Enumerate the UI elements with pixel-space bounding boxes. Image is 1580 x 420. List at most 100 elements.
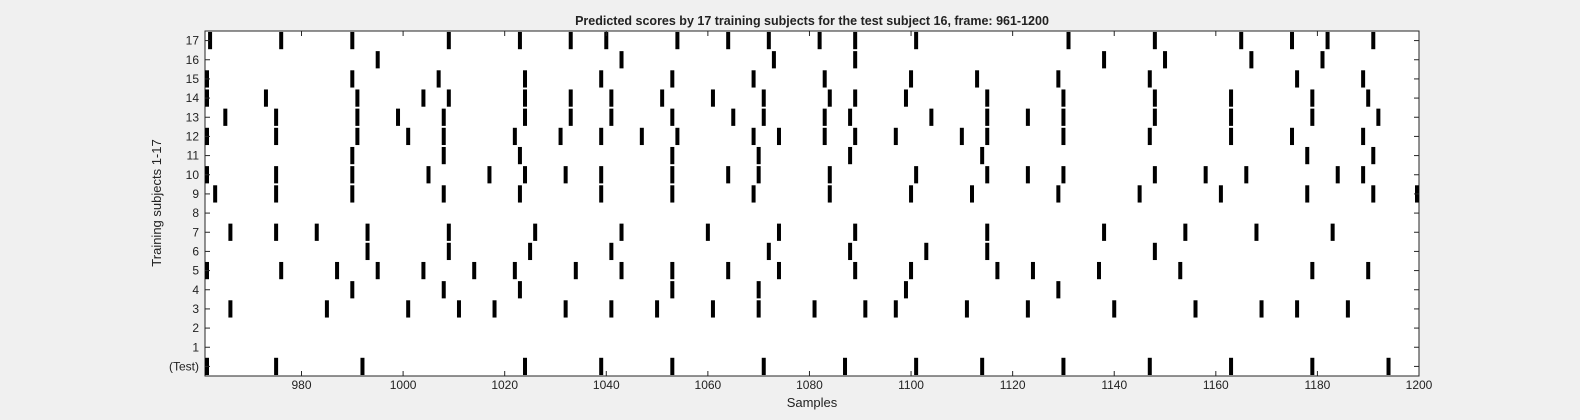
event-marker-row-3 (406, 300, 411, 318)
event-marker-row-5 (853, 261, 858, 280)
event-marker-row-12 (893, 127, 898, 146)
event-marker-row-10 (274, 166, 279, 184)
event-marker-row-4 (670, 281, 675, 299)
event-marker-row-5 (995, 261, 1000, 280)
event-marker-row-6 (924, 242, 929, 261)
event-marker-row-9 (827, 185, 832, 203)
event-markers (205, 31, 1419, 376)
event-marker-row-14 (263, 89, 268, 107)
event-marker-row-3 (812, 300, 817, 318)
event-marker-row-13 (223, 108, 228, 126)
event-marker-row-7 (705, 223, 710, 241)
y-tick-label: 7 (192, 225, 199, 239)
event-marker-row-15 (1056, 70, 1061, 88)
event-marker-row-11 (670, 146, 675, 165)
y-tick-label: 2 (192, 321, 199, 335)
event-marker-row-4 (350, 281, 355, 299)
event-marker-row-0 (1386, 357, 1391, 376)
event-marker-row-10 (1061, 166, 1066, 184)
event-marker-row-3 (1259, 300, 1264, 318)
event-marker-row-13 (929, 108, 934, 126)
event-marker-row-9 (1137, 185, 1142, 203)
event-marker-row-5 (909, 261, 914, 280)
event-marker-row-11 (441, 146, 446, 165)
x-axis-label: Samples (787, 395, 838, 410)
event-marker-row-11 (848, 146, 853, 165)
y-axis-label: Training subjects 1-17 (149, 139, 164, 266)
event-marker-row-6 (848, 242, 853, 261)
event-marker-row-3 (228, 300, 233, 318)
event-marker-row-12 (959, 127, 964, 146)
event-marker-row-17 (350, 31, 355, 50)
event-marker-row-10 (563, 166, 568, 184)
event-marker-row-4 (517, 281, 522, 299)
event-marker-row-16 (1163, 51, 1168, 69)
event-marker-row-3 (456, 300, 461, 318)
y-tick-label: 9 (192, 187, 199, 201)
event-marker-row-6 (365, 242, 370, 261)
event-marker-row-15 (1147, 70, 1152, 88)
event-marker-row-7 (314, 223, 319, 241)
event-marker-row-11 (1305, 146, 1310, 165)
event-marker-row-12 (822, 127, 827, 146)
x-tick-label: 1020 (491, 378, 518, 392)
x-tick-label: 980 (291, 378, 311, 392)
event-marker-row-14 (660, 89, 665, 107)
event-marker-row-0 (274, 357, 279, 376)
event-marker-row-4 (756, 281, 761, 299)
event-marker-row-14 (523, 89, 528, 107)
x-tick-label: 1140 (1101, 378, 1127, 392)
event-marker-row-17 (517, 31, 522, 50)
event-marker-row-10 (670, 166, 675, 184)
event-marker-row-13 (848, 108, 853, 126)
event-marker-row-11 (756, 146, 761, 165)
x-tick-label: 1060 (695, 378, 722, 392)
event-marker-row-12 (675, 127, 680, 146)
event-marker-row-14 (710, 89, 715, 107)
event-marker-row-15 (751, 70, 756, 88)
event-marker-row-13 (822, 108, 827, 126)
event-marker-row-13 (396, 108, 401, 126)
event-marker-row-0 (523, 357, 528, 376)
event-marker-row-3 (756, 300, 761, 318)
y-tick-label: 14 (186, 91, 200, 105)
event-marker-row-13 (355, 108, 360, 126)
event-marker-row-7 (365, 223, 370, 241)
event-marker-row-0 (1229, 357, 1234, 376)
chart-title: Predicted scores by 17 training subjects… (575, 14, 1049, 28)
event-marker-row-5 (279, 261, 284, 280)
event-marker-row-9 (670, 185, 675, 203)
event-marker-row-7 (533, 223, 538, 241)
event-marker-row-13 (274, 108, 279, 126)
event-marker-row-12 (599, 127, 604, 146)
x-axis-ticks: 980 1000 1020 1040 1060 1080 1100 1120 1140 1160 1… (291, 31, 1433, 392)
event-marker-row-5 (375, 261, 380, 280)
plot-area (204, 30, 1420, 377)
event-marker-row-16 (619, 51, 624, 69)
event-marker-row-15 (436, 70, 441, 88)
event-marker-row-3 (863, 300, 868, 318)
event-marker-row-13 (1025, 108, 1030, 126)
event-marker-row-17 (279, 31, 284, 50)
y-tick-label: 3 (192, 302, 199, 316)
event-marker-row-12 (1061, 127, 1066, 146)
event-marker-row-12 (639, 127, 644, 146)
event-marker-row-5 (1366, 261, 1371, 280)
event-marker-row-10 (599, 166, 604, 184)
event-marker-row-17 (914, 31, 919, 50)
event-marker-row-14 (761, 89, 766, 107)
event-marker-row-9 (213, 185, 218, 203)
event-marker-row-13 (523, 108, 528, 126)
event-marker-row-13 (441, 108, 446, 126)
event-marker-row-17 (1325, 31, 1330, 50)
event-marker-row-13 (1310, 108, 1315, 126)
event-marker-row-17 (208, 31, 213, 50)
event-marker-row-16 (375, 51, 380, 69)
event-marker-row-13 (985, 108, 990, 126)
event-marker-row-10 (426, 166, 431, 184)
y-tick-label: 1 (192, 340, 199, 354)
event-marker-row-0 (670, 357, 675, 376)
event-marker-row-15 (1295, 70, 1300, 88)
event-marker-row-12 (1361, 127, 1366, 146)
event-marker-row-15 (909, 70, 914, 88)
